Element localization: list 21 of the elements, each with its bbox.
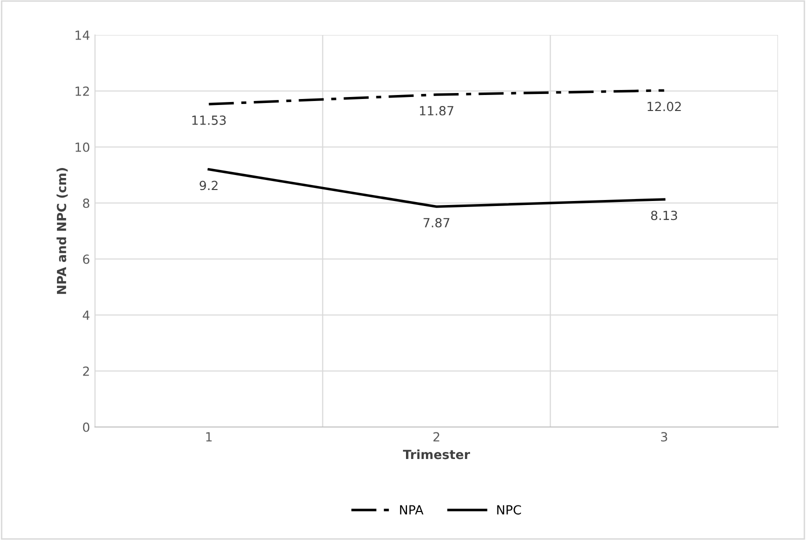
x-tick-label: 2 [433,432,440,442]
data-label: 9.2 [200,180,218,190]
y-tick-label: 8 [83,198,90,208]
data-label: 11.53 [192,115,226,125]
x-tick-label: 3 [661,432,668,442]
legend-label: NPA [400,505,424,514]
y-tick-label: 12 [76,86,89,96]
y-tick-label: 2 [83,366,89,376]
data-label: 8.13 [651,210,678,220]
y-tick-label: 4 [82,310,90,320]
y-tick-label: 10 [76,142,90,152]
x-tick-label: 1 [206,432,212,442]
legend-label: NPC [497,505,521,515]
data-label: 12.02 [648,102,681,112]
y-tick-label: 6 [83,254,90,264]
data-label: 7.87 [424,218,450,228]
x-axis-title: Trimester [402,450,470,460]
y-tick-label: 0 [83,422,90,432]
data-label: 11.87 [420,106,454,116]
y-axis-title: NPA and NPC (cm) [56,168,68,294]
y-tick-label: 14 [76,30,90,40]
